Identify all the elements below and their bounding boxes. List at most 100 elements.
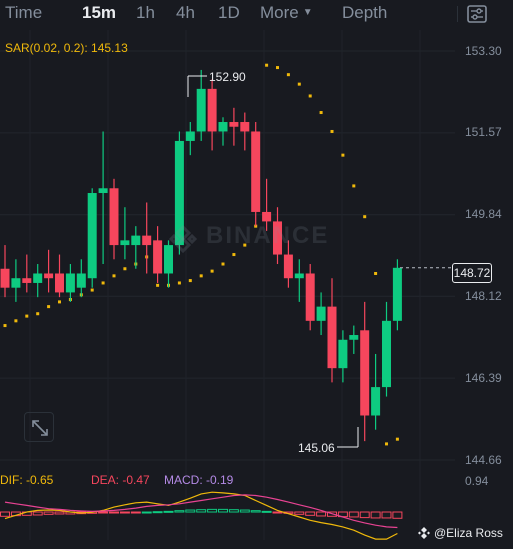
candle-body xyxy=(131,235,141,246)
candle-body xyxy=(76,273,86,288)
candle-series xyxy=(0,69,402,442)
candle-body xyxy=(164,245,173,274)
macd-bar xyxy=(250,510,261,513)
tab-time[interactable]: Time xyxy=(5,3,43,22)
chart-grid xyxy=(0,30,455,540)
candle-body xyxy=(120,240,130,246)
candle-body xyxy=(371,387,381,416)
candle-body xyxy=(273,221,282,255)
sliders-settings-icon[interactable] xyxy=(466,4,490,24)
sar-dot xyxy=(341,153,345,157)
candle-body xyxy=(316,306,326,321)
candle-body xyxy=(98,188,108,194)
macd-bar xyxy=(294,511,305,515)
expand-arrows-icon[interactable] xyxy=(24,412,54,442)
macd-bar xyxy=(119,511,130,514)
macd-bar xyxy=(327,511,337,517)
sar-dot xyxy=(25,314,29,318)
caret-down-icon: ▼ xyxy=(302,7,313,18)
watermark-text: BINANCE xyxy=(206,222,330,249)
sar-dot xyxy=(177,281,181,285)
candle-body xyxy=(109,188,119,246)
dif-line xyxy=(4,491,398,540)
candle-body xyxy=(262,211,272,222)
candle-body xyxy=(65,273,75,293)
candle-body xyxy=(382,320,391,388)
tab-more-label: More xyxy=(260,3,299,22)
sar-dot xyxy=(47,305,51,309)
tab-more[interactable]: More ▼ xyxy=(260,3,313,23)
candle-body xyxy=(196,88,206,132)
sar-dot xyxy=(395,437,399,441)
price-axis-label: 144.66 xyxy=(465,453,502,467)
binance-square-icon xyxy=(418,527,430,539)
sar-dot xyxy=(352,184,356,188)
dea-label: DEA: -0.47 xyxy=(91,473,150,487)
macd-bar xyxy=(381,511,392,519)
macd-bar xyxy=(370,511,381,519)
tab-1d[interactable]: 1D xyxy=(218,3,240,22)
candle-body xyxy=(174,140,184,246)
sar-dot xyxy=(101,281,105,285)
sar-dot xyxy=(14,319,18,323)
macd-label: MACD: -0.19 xyxy=(164,473,234,487)
sar-dot xyxy=(232,253,236,257)
sar-dot xyxy=(297,82,301,86)
price-axis-label: 146.39 xyxy=(465,371,502,385)
candle-body xyxy=(360,330,370,416)
tab-15m[interactable]: 15m xyxy=(82,3,117,22)
sar-dot xyxy=(330,129,334,133)
sar-dot xyxy=(199,274,203,278)
price-axis-label: 149.84 xyxy=(465,207,502,221)
macd-bar xyxy=(98,511,109,514)
macd-bar xyxy=(130,511,141,514)
candle-body xyxy=(142,235,152,246)
macd-bar xyxy=(272,511,283,514)
candle-body xyxy=(207,88,217,132)
sar-dot xyxy=(123,267,127,271)
candle-body xyxy=(305,273,315,321)
high-price-label: 152.90 xyxy=(209,70,246,84)
macd-bar xyxy=(163,510,174,513)
sar-dot xyxy=(210,269,214,273)
sar-indicator-label: SAR(0.02, 0.2): 145.13 xyxy=(5,41,128,55)
macd-bar xyxy=(207,508,218,513)
tab-4h[interactable]: 4h xyxy=(176,3,195,22)
candle-body xyxy=(338,339,348,369)
macd-bar xyxy=(152,511,163,514)
macd-bar xyxy=(305,511,316,516)
sar-dot xyxy=(319,111,323,115)
tab-depth[interactable]: Depth xyxy=(342,3,388,22)
sar-dot xyxy=(112,274,116,278)
current-price-badge: 148.72 xyxy=(452,263,492,283)
sar-dot xyxy=(276,66,279,70)
macd-bar xyxy=(174,510,185,513)
candle-body xyxy=(240,122,250,132)
macd-bar xyxy=(109,511,119,514)
sar-dot xyxy=(36,312,40,316)
sar-dot xyxy=(58,300,61,304)
tab-1h[interactable]: 1h xyxy=(136,3,155,22)
sar-dot xyxy=(308,94,312,98)
candle-body xyxy=(33,273,43,283)
sar-dot xyxy=(374,271,378,275)
candle-body xyxy=(11,278,21,288)
sar-dot xyxy=(221,262,225,266)
dea-line xyxy=(4,494,398,529)
sar-dot xyxy=(188,279,192,283)
price-axis-label: 148.12 xyxy=(465,289,502,303)
sar-dot xyxy=(385,442,388,446)
macd-bar xyxy=(43,511,54,515)
macd-bar xyxy=(228,509,239,513)
candle-body xyxy=(218,122,228,132)
macd-bar xyxy=(239,509,250,513)
candle-body xyxy=(55,273,64,293)
candle-body xyxy=(251,131,261,212)
candle-body xyxy=(153,240,163,274)
candle-body xyxy=(294,273,304,279)
macd-bar xyxy=(359,511,370,519)
macd-bar xyxy=(196,509,207,513)
dif-label: DIF: -0.65 xyxy=(0,473,54,487)
